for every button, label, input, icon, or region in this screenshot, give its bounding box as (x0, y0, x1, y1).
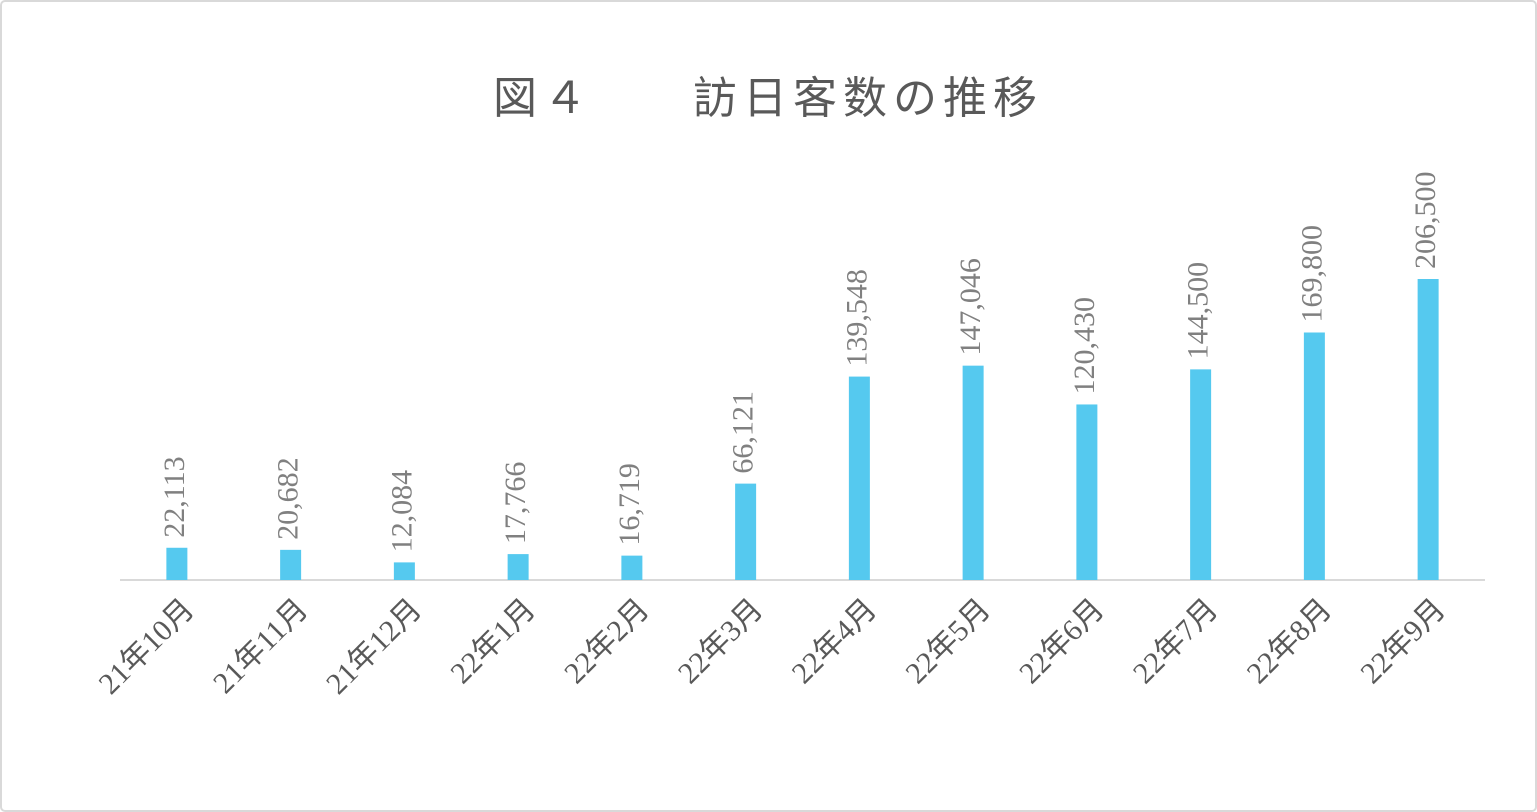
bar (280, 549, 302, 580)
chart-title: 図４ 訪日客数の推移 (493, 74, 1043, 123)
bar (962, 365, 984, 580)
data-label: 144,500 (1182, 262, 1215, 360)
data-label: 22,113 (158, 456, 191, 537)
bar (621, 555, 643, 580)
data-label: 17,766 (499, 462, 532, 545)
bar (393, 562, 415, 580)
data-label: 20,682 (272, 457, 305, 540)
bar (848, 376, 870, 580)
data-label: 139,548 (840, 269, 873, 367)
data-label: 12,084 (385, 470, 418, 553)
data-label: 66,121 (727, 391, 760, 474)
bar (166, 547, 188, 580)
data-label: 120,430 (1068, 297, 1101, 395)
bar (1076, 404, 1098, 580)
bar (507, 554, 529, 580)
data-label: 16,719 (613, 463, 646, 546)
bar (735, 483, 757, 580)
bar (1190, 369, 1212, 580)
bar (1417, 279, 1439, 580)
data-label: 169,800 (1295, 225, 1328, 323)
data-label: 206,500 (1409, 172, 1442, 270)
data-label: 147,046 (954, 258, 987, 356)
bar (1303, 332, 1325, 580)
